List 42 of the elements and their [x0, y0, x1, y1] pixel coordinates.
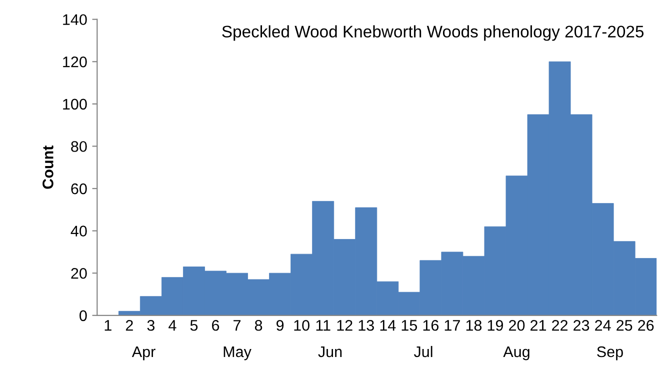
x-tick-label: 21 [530, 320, 546, 331]
y-axis-title: Count [42, 146, 54, 189]
x-tick-label: 14 [380, 320, 396, 331]
text: May [224, 346, 252, 360]
x-tick-label: 8 [254, 320, 262, 331]
x-tick-label: 6 [212, 320, 220, 331]
x-tick-label: 19 [488, 320, 503, 331]
x-tick-label: 12 [337, 320, 352, 331]
x-tick-label: 22 [552, 320, 568, 331]
text: Sep [597, 346, 623, 360]
x-tick-label: 11 [316, 320, 330, 331]
y-tick-label: 20 [71, 268, 87, 279]
x-tick-label: 9 [276, 320, 284, 331]
x-tick-label: 20 [509, 320, 525, 331]
x-tick-label: 3 [147, 320, 155, 331]
x-tick-label: 10 [294, 320, 310, 331]
chart-title: Speckled Wood Knebworth Woods phenology 2017-2025 [222, 25, 644, 41]
x-tick-label: 1 [104, 320, 112, 331]
x-tick-label: 5 [190, 320, 198, 331]
x-tick-label: 15 [402, 320, 418, 331]
x-tick-label: 24 [595, 320, 611, 331]
x-tick-label: 16 [423, 320, 438, 331]
text: Apr [132, 346, 156, 360]
x-tick-label: 26 [638, 320, 654, 331]
x-tick-label: 13 [358, 320, 374, 331]
text: Jul [414, 346, 432, 358]
y-tick-label: 140 [63, 14, 87, 26]
x-tick-label: 17 [444, 320, 460, 331]
y-tick-label: 100 [63, 98, 87, 110]
y-tick-label: 120 [63, 56, 87, 68]
x-tick-label: 25 [616, 320, 632, 331]
x-tick-label: 2 [126, 320, 133, 331]
y-tick-label: 40 [70, 226, 87, 237]
y-tick-label: 80 [71, 141, 87, 152]
y-tick-label: 0 [80, 310, 87, 322]
x-tick-label: 23 [574, 320, 590, 331]
text: Aug [503, 346, 530, 360]
x-tick-label: 7 [234, 320, 240, 331]
x-tick-label: 4 [168, 320, 176, 331]
text: Jun [318, 346, 342, 358]
y-tick-label: 60 [71, 183, 87, 194]
x-tick-label: 18 [466, 320, 482, 331]
